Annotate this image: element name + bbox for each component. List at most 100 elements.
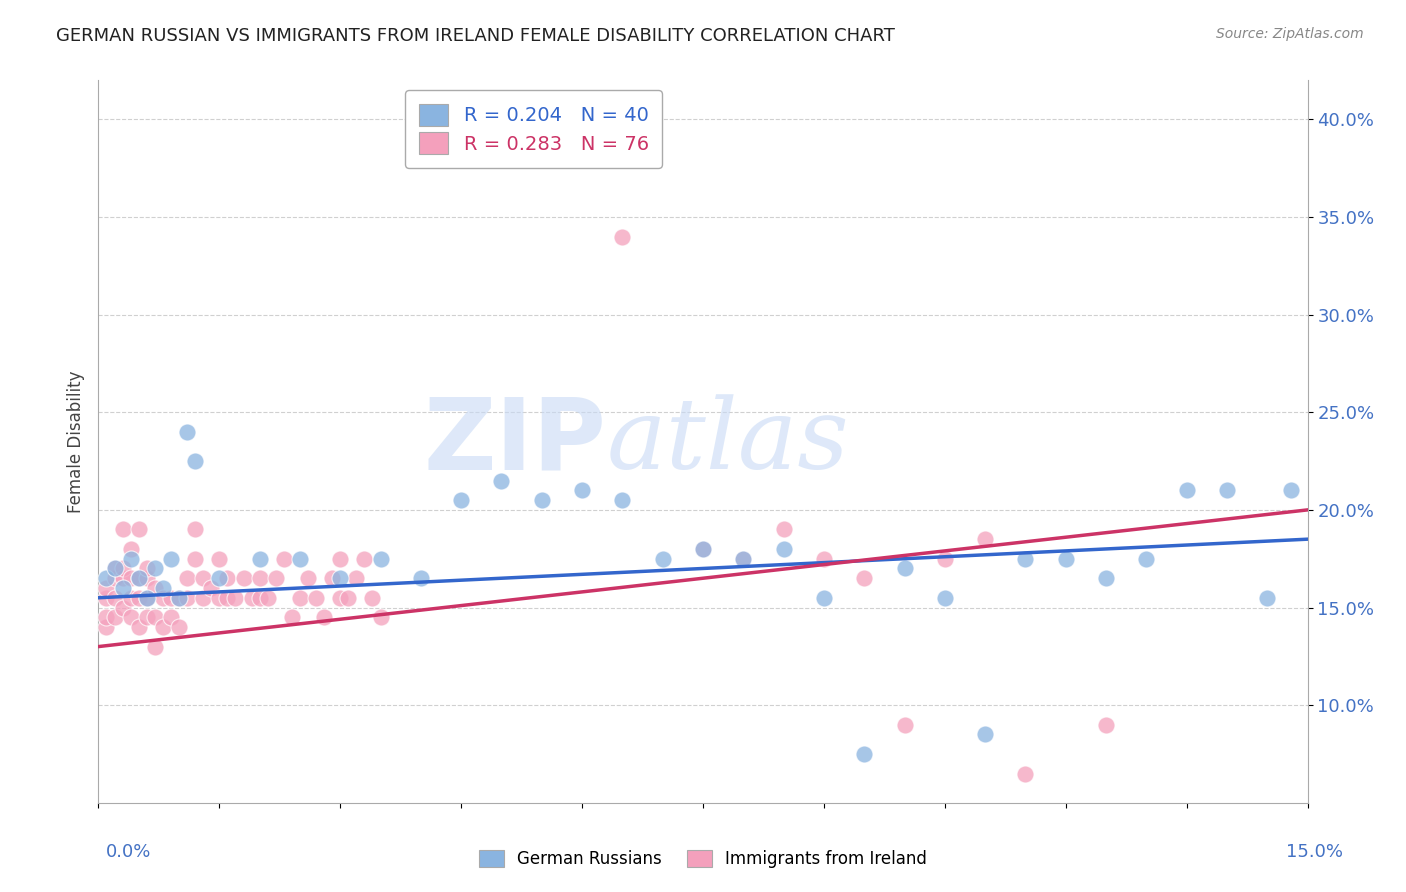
Point xyxy=(772,541,794,556)
Point xyxy=(612,229,634,244)
Point xyxy=(232,571,254,585)
Point xyxy=(1014,551,1036,566)
Point xyxy=(184,551,207,566)
Point xyxy=(120,541,142,556)
Point xyxy=(160,610,183,624)
Point xyxy=(120,610,142,624)
Point xyxy=(217,591,239,605)
Point xyxy=(128,571,150,585)
Point xyxy=(176,591,198,605)
Text: atlas: atlas xyxy=(606,394,849,489)
Point xyxy=(450,493,472,508)
Point xyxy=(314,610,336,624)
Point xyxy=(813,591,835,605)
Point xyxy=(193,591,215,605)
Point xyxy=(813,551,835,566)
Point xyxy=(249,551,271,566)
Point xyxy=(96,620,118,634)
Point xyxy=(1014,766,1036,780)
Point xyxy=(353,551,375,566)
Point xyxy=(329,591,352,605)
Point xyxy=(143,640,166,654)
Point xyxy=(853,747,876,761)
Point xyxy=(152,591,174,605)
Point xyxy=(96,571,118,585)
Point xyxy=(152,620,174,634)
Point xyxy=(1135,551,1157,566)
Point xyxy=(344,571,367,585)
Point xyxy=(120,551,142,566)
Point xyxy=(128,571,150,585)
Point xyxy=(176,571,198,585)
Point xyxy=(143,581,166,595)
Point xyxy=(530,493,553,508)
Point xyxy=(160,591,183,605)
Point xyxy=(103,571,125,585)
Point xyxy=(96,581,118,595)
Point xyxy=(111,581,134,595)
Point xyxy=(111,523,134,537)
Point xyxy=(217,571,239,585)
Point xyxy=(612,493,634,508)
Point xyxy=(1175,483,1198,498)
Point xyxy=(1216,483,1239,498)
Point xyxy=(264,571,287,585)
Text: GERMAN RUSSIAN VS IMMIGRANTS FROM IRELAND FEMALE DISABILITY CORRELATION CHART: GERMAN RUSSIAN VS IMMIGRANTS FROM IRELAN… xyxy=(56,27,896,45)
Point xyxy=(370,610,392,624)
Point xyxy=(176,425,198,439)
Point xyxy=(893,561,915,575)
Point xyxy=(853,571,876,585)
Point xyxy=(321,571,343,585)
Point xyxy=(143,561,166,575)
Point xyxy=(135,561,157,575)
Point xyxy=(893,717,915,731)
Point xyxy=(1095,571,1118,585)
Point xyxy=(651,551,673,566)
Point xyxy=(733,551,755,566)
Point xyxy=(120,571,142,585)
Point xyxy=(135,571,157,585)
Point xyxy=(273,551,295,566)
Point xyxy=(120,591,142,605)
Point xyxy=(934,591,956,605)
Point xyxy=(409,571,432,585)
Point xyxy=(135,591,157,605)
Point xyxy=(281,610,304,624)
Point xyxy=(329,571,352,585)
Point xyxy=(135,591,157,605)
Point xyxy=(111,600,134,615)
Point xyxy=(96,591,118,605)
Point xyxy=(143,610,166,624)
Point xyxy=(128,591,150,605)
Point xyxy=(111,571,134,585)
Legend: R = 0.204   N = 40, R = 0.283   N = 76: R = 0.204 N = 40, R = 0.283 N = 76 xyxy=(405,90,662,168)
Point xyxy=(103,561,125,575)
Point xyxy=(329,551,352,566)
Text: 15.0%: 15.0% xyxy=(1285,843,1343,861)
Point xyxy=(337,591,360,605)
Point xyxy=(103,561,125,575)
Text: Source: ZipAtlas.com: Source: ZipAtlas.com xyxy=(1216,27,1364,41)
Point xyxy=(288,591,311,605)
Point xyxy=(193,571,215,585)
Point xyxy=(249,591,271,605)
Point xyxy=(370,551,392,566)
Point xyxy=(152,581,174,595)
Point xyxy=(1095,717,1118,731)
Point xyxy=(167,591,190,605)
Point xyxy=(571,483,593,498)
Point xyxy=(491,474,513,488)
Point xyxy=(167,591,190,605)
Point xyxy=(135,610,157,624)
Point xyxy=(208,551,231,566)
Point xyxy=(208,591,231,605)
Point xyxy=(160,551,183,566)
Point xyxy=(974,532,997,546)
Point xyxy=(288,551,311,566)
Point xyxy=(184,523,207,537)
Point xyxy=(111,561,134,575)
Point xyxy=(128,620,150,634)
Point xyxy=(772,523,794,537)
Text: 0.0%: 0.0% xyxy=(105,843,150,861)
Point xyxy=(200,581,222,595)
